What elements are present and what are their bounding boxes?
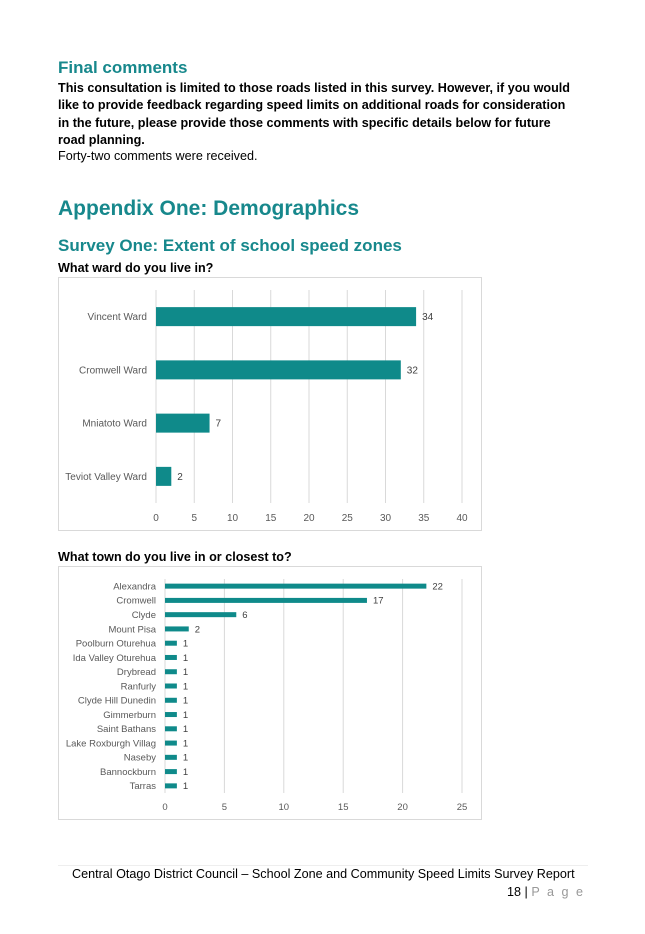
bar — [165, 769, 177, 775]
bar — [165, 626, 189, 632]
data-label: 7 — [216, 419, 222, 430]
x-tick-label: 5 — [191, 513, 197, 524]
category-label: Mniatoto Ward — [82, 419, 147, 430]
bar — [165, 754, 177, 760]
bar — [165, 697, 177, 703]
final-comments-heading: Final comments — [58, 58, 188, 77]
consultation-note: This consultation is limited to those ro… — [58, 81, 570, 148]
x-tick-label: 10 — [227, 513, 239, 524]
bar — [165, 783, 177, 789]
bar — [165, 669, 177, 675]
category-label: Saint Bathans — [97, 724, 156, 735]
page-number-value: 18 — [507, 885, 522, 899]
data-label: 1 — [183, 738, 188, 749]
ward-chart: 0 5 10 15 20 25 30 35 40 Vincent Ward 34 Cromwell W… — [58, 277, 482, 531]
category-label: Drybread — [117, 667, 156, 678]
bar — [165, 683, 177, 689]
data-label: 1 — [183, 710, 188, 721]
data-label: 1 — [183, 781, 188, 792]
category-label: Clyde Hill Dunedin — [78, 696, 156, 707]
data-label: 2 — [195, 624, 200, 635]
x-tick-label: 25 — [457, 802, 468, 813]
category-label: Mount Pisa — [108, 624, 156, 635]
footer-text: Central Otago District Council – School … — [72, 867, 575, 881]
bar — [156, 360, 401, 380]
data-label: 34 — [422, 312, 434, 323]
data-label: 1 — [183, 696, 188, 707]
appendix-heading: Appendix One: Demographics — [58, 197, 360, 220]
x-tick-label: 30 — [380, 513, 392, 524]
category-label: Poolburn Oturehua — [76, 639, 157, 650]
category-label: Tarras — [130, 781, 157, 792]
x-tick-label: 5 — [222, 802, 227, 813]
category-label: Alexandra — [113, 581, 156, 592]
category-label: Ranfurly — [121, 681, 157, 692]
category-label: Cromwell — [116, 596, 156, 607]
data-label: 17 — [373, 596, 384, 607]
footer-divider — [58, 865, 588, 866]
data-label: 1 — [183, 639, 188, 650]
category-label: Teviot Valley Ward — [65, 472, 147, 483]
data-label: 1 — [183, 753, 188, 764]
category-label: Vincent Ward — [88, 312, 147, 323]
category-label: Naseby — [124, 753, 156, 764]
bar — [165, 612, 237, 618]
x-tick-label: 0 — [162, 802, 167, 813]
x-tick-label: 20 — [397, 802, 408, 813]
bar — [165, 726, 177, 732]
town-chart: 0 5 10 15 20 25 Alexandra 22 Cromwell 17 Clyde 6 Mou… — [58, 566, 482, 820]
x-tick-label: 10 — [279, 802, 290, 813]
town-question: What town do you live in or closest to? — [58, 550, 292, 564]
category-label: Cromwell Ward — [79, 365, 147, 376]
page-number: 18 | P a g e — [507, 885, 585, 899]
data-label: 32 — [407, 365, 419, 376]
bar — [165, 740, 177, 746]
bar — [165, 583, 427, 589]
comments-count: Forty-two comments were received. — [58, 149, 258, 163]
bar — [165, 712, 177, 718]
page-separator: | — [521, 885, 532, 899]
x-tick-label: 15 — [265, 513, 277, 524]
bar — [165, 640, 177, 646]
survey-heading: Survey One: Extent of school speed zones — [58, 236, 402, 255]
x-tick-label: 0 — [153, 513, 159, 524]
data-label: 2 — [177, 472, 183, 483]
category-label: Bannockburn — [100, 767, 156, 778]
ward-question: What ward do you live in? — [58, 261, 214, 275]
bar — [156, 466, 172, 486]
bar — [156, 413, 210, 433]
bar — [156, 307, 417, 327]
bar — [165, 597, 367, 603]
category-label: Gimmerburn — [103, 710, 156, 721]
category-label: Ida Valley Oturehua — [73, 653, 157, 664]
x-tick-label: 15 — [338, 802, 349, 813]
data-label: 1 — [183, 724, 188, 735]
x-tick-label: 40 — [456, 513, 468, 524]
category-label: Clyde — [132, 610, 156, 621]
x-tick-label: 25 — [342, 513, 354, 524]
data-label: 1 — [183, 653, 188, 664]
data-label: 22 — [432, 581, 443, 592]
town-chart-svg: 0 5 10 15 20 25 Alexandra 22 Cromwell 17 Clyde 6 Mou… — [66, 579, 468, 813]
ward-chart-svg: 0 5 10 15 20 25 30 35 40 Vincent Ward 34 Cromwell W… — [65, 290, 468, 524]
category-label: Lake Roxburgh Villag — [66, 738, 156, 749]
data-label: 6 — [242, 610, 247, 621]
data-label: 1 — [183, 667, 188, 678]
page-word: P a g e — [531, 885, 585, 899]
data-label: 1 — [183, 681, 188, 692]
data-label: 1 — [183, 767, 188, 778]
x-tick-label: 20 — [303, 513, 315, 524]
bar — [165, 654, 177, 660]
x-tick-label: 35 — [418, 513, 430, 524]
